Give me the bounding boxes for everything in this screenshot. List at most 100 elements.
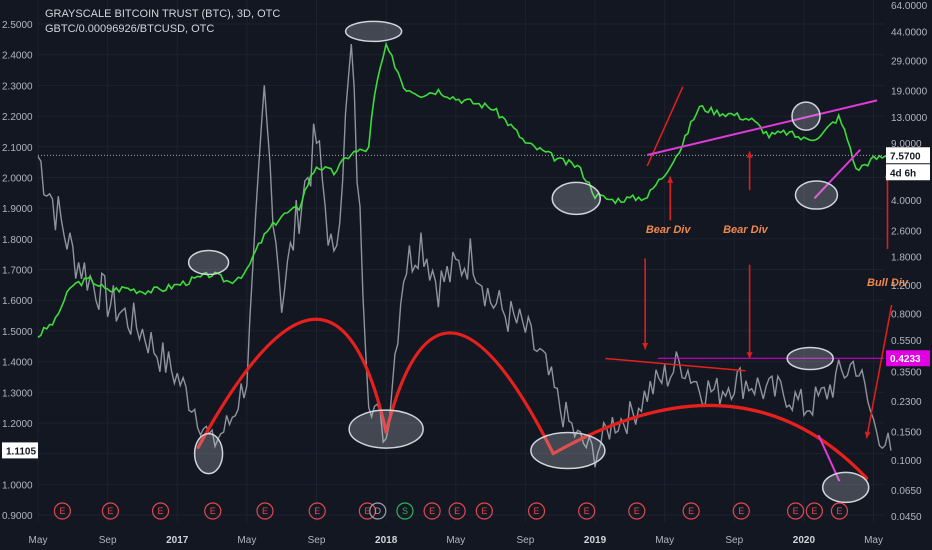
right-axis-tick-label: 0.3500 — [891, 368, 922, 379]
x-axis-tick-label: Sep — [517, 535, 535, 546]
right-axis-tick-label: 0.8000 — [891, 309, 922, 320]
event-marker-e[interactable] — [448, 502, 466, 520]
right-axis-tick-label: 13.0000 — [891, 113, 928, 124]
arrow-bear-div-1-down-head — [642, 342, 649, 350]
left-axis-tick-label: 2.1000 — [2, 143, 33, 154]
annotation-label: Bear Div — [646, 224, 692, 236]
x-axis-tick-label: May — [237, 535, 256, 546]
event-marker-label: E — [481, 506, 487, 516]
right-axis-tick-label: 1.8000 — [891, 252, 922, 263]
right-axis-tick-label: 0.0650 — [891, 486, 922, 497]
event-marker-label: E — [793, 506, 799, 516]
event-marker-e[interactable] — [204, 502, 222, 520]
right-axis-tick-label: 0.1000 — [891, 456, 922, 467]
left-axis-tick-label: 1.7000 — [2, 266, 33, 277]
event-marker-label: E — [314, 506, 320, 516]
ellipse-gbtc-2[interactable] — [551, 181, 601, 216]
event-marker-s[interactable] — [396, 502, 414, 520]
left-axis-tick-label: 2.5000 — [2, 20, 33, 31]
left-current-badge-box — [2, 442, 38, 459]
left-axis-tick-label: 0.9000 — [2, 511, 33, 522]
event-marker-e[interactable] — [732, 502, 750, 520]
right-axis-tick-label: 0.0450 — [891, 512, 922, 523]
arrow-bear-div-2-up-head — [746, 151, 753, 158]
left-axis-tick-label: 2.4000 — [2, 51, 33, 62]
trend-line-pink-upper[interactable] — [647, 99, 878, 156]
x-axis-tick-label: May — [446, 535, 465, 546]
ellipse-gbtc-1[interactable] — [187, 249, 230, 276]
left-axis-tick-label: 1.3000 — [2, 388, 33, 399]
event-marker-label: E — [634, 506, 640, 516]
arc-2[interactable] — [384, 331, 555, 456]
right-axis-tick-label: 9.0000 — [891, 139, 922, 150]
event-marker-e[interactable] — [101, 502, 120, 520]
event-marker-e[interactable] — [786, 502, 805, 520]
event-marker-label: D — [375, 506, 382, 516]
ellipse-ratio-low-2[interactable] — [348, 409, 424, 449]
event-marker-e[interactable] — [682, 502, 700, 520]
event-marker-e[interactable] — [527, 502, 546, 520]
left-axis-tick-label: 1.2000 — [2, 419, 33, 430]
event-marker-label: E — [738, 506, 744, 516]
event-marker-d[interactable] — [369, 502, 387, 520]
event-marker-e[interactable] — [475, 502, 493, 520]
right-axis-tick-label: 4.0000 — [891, 196, 922, 207]
right-axis-tick-label: 2.6000 — [891, 226, 922, 237]
event-marker-label: E — [836, 506, 842, 516]
event-marker-e[interactable] — [308, 502, 326, 520]
drawings-layer[interactable]: Bear Div Bear Div Bull Div — [38, 20, 909, 504]
countdown-badge: 4d 6h — [890, 168, 916, 179]
event-marker-e[interactable] — [830, 502, 849, 520]
arrow-bear-div-1-up-head — [667, 176, 674, 183]
ellipse-ratio-low-3[interactable] — [530, 431, 606, 470]
x-axis-tick-label: 2018 — [375, 535, 398, 546]
divergence-line[interactable] — [605, 357, 746, 372]
event-marker-e[interactable] — [256, 502, 274, 520]
series-gbtc-line — [37, 41, 892, 338]
ellipse-gbtc-3[interactable] — [791, 101, 821, 131]
event-marker-label: E — [59, 506, 65, 516]
x-axis-tick-label: 2019 — [584, 535, 607, 546]
left-current-badge: 1.1105 — [6, 446, 36, 457]
left-axis-tick-label: 1.0000 — [2, 480, 33, 491]
event-marker-e[interactable] — [805, 502, 823, 520]
event-marker-label: E — [429, 506, 435, 516]
ellipse-gbtc-4[interactable] — [794, 180, 839, 210]
ellipse-ratio-high[interactable] — [786, 346, 834, 371]
arc-1[interactable] — [196, 317, 388, 450]
left-axis-tick-label: 1.5000 — [2, 327, 33, 338]
grid — [37, 0, 884, 522]
annotation-label: Bull Div — [867, 277, 909, 289]
ellipse-gbtc-top[interactable] — [344, 20, 403, 43]
event-marker-e[interactable] — [151, 502, 170, 520]
event-marker-label: E — [811, 506, 817, 516]
left-axis-tick-label: 2.0000 — [2, 173, 33, 184]
event-marker-e[interactable] — [53, 502, 71, 520]
x-axis-tick-label: Sep — [725, 535, 743, 546]
arrow-bull-div-down-head — [864, 431, 871, 439]
event-marker-e[interactable] — [578, 502, 596, 520]
level-badge: 0.4233 — [890, 354, 921, 365]
event-marker-e[interactable] — [628, 502, 646, 520]
right-axis-tick-label: 29.0000 — [891, 57, 928, 68]
x-axis-tick-label: May — [864, 535, 883, 546]
x-axis-tick-label: May — [655, 535, 674, 546]
arc-3[interactable] — [551, 403, 869, 480]
event-marker-label: E — [158, 506, 164, 516]
trend-line-pink-lower[interactable] — [813, 148, 862, 200]
event-marker-e[interactable] — [423, 502, 441, 520]
event-marker-label: E — [584, 506, 590, 516]
x-axis-tick-label: May — [29, 535, 48, 546]
arrow-bull-div-down[interactable] — [865, 304, 893, 439]
chart-title: GRAYSCALE BITCOIN TRUST (BTC), 3D, OTC — [45, 8, 281, 20]
event-marker-e[interactable] — [358, 502, 376, 520]
event-marker-label: E — [210, 506, 216, 516]
event-marker-label: S — [402, 506, 408, 516]
event-marker-label: E — [688, 506, 694, 516]
ellipse-ratio-low-1[interactable] — [193, 432, 224, 475]
right-axis-tick-label: 1.2000 — [891, 281, 922, 292]
ellipse-ratio-low-4[interactable] — [821, 471, 870, 504]
